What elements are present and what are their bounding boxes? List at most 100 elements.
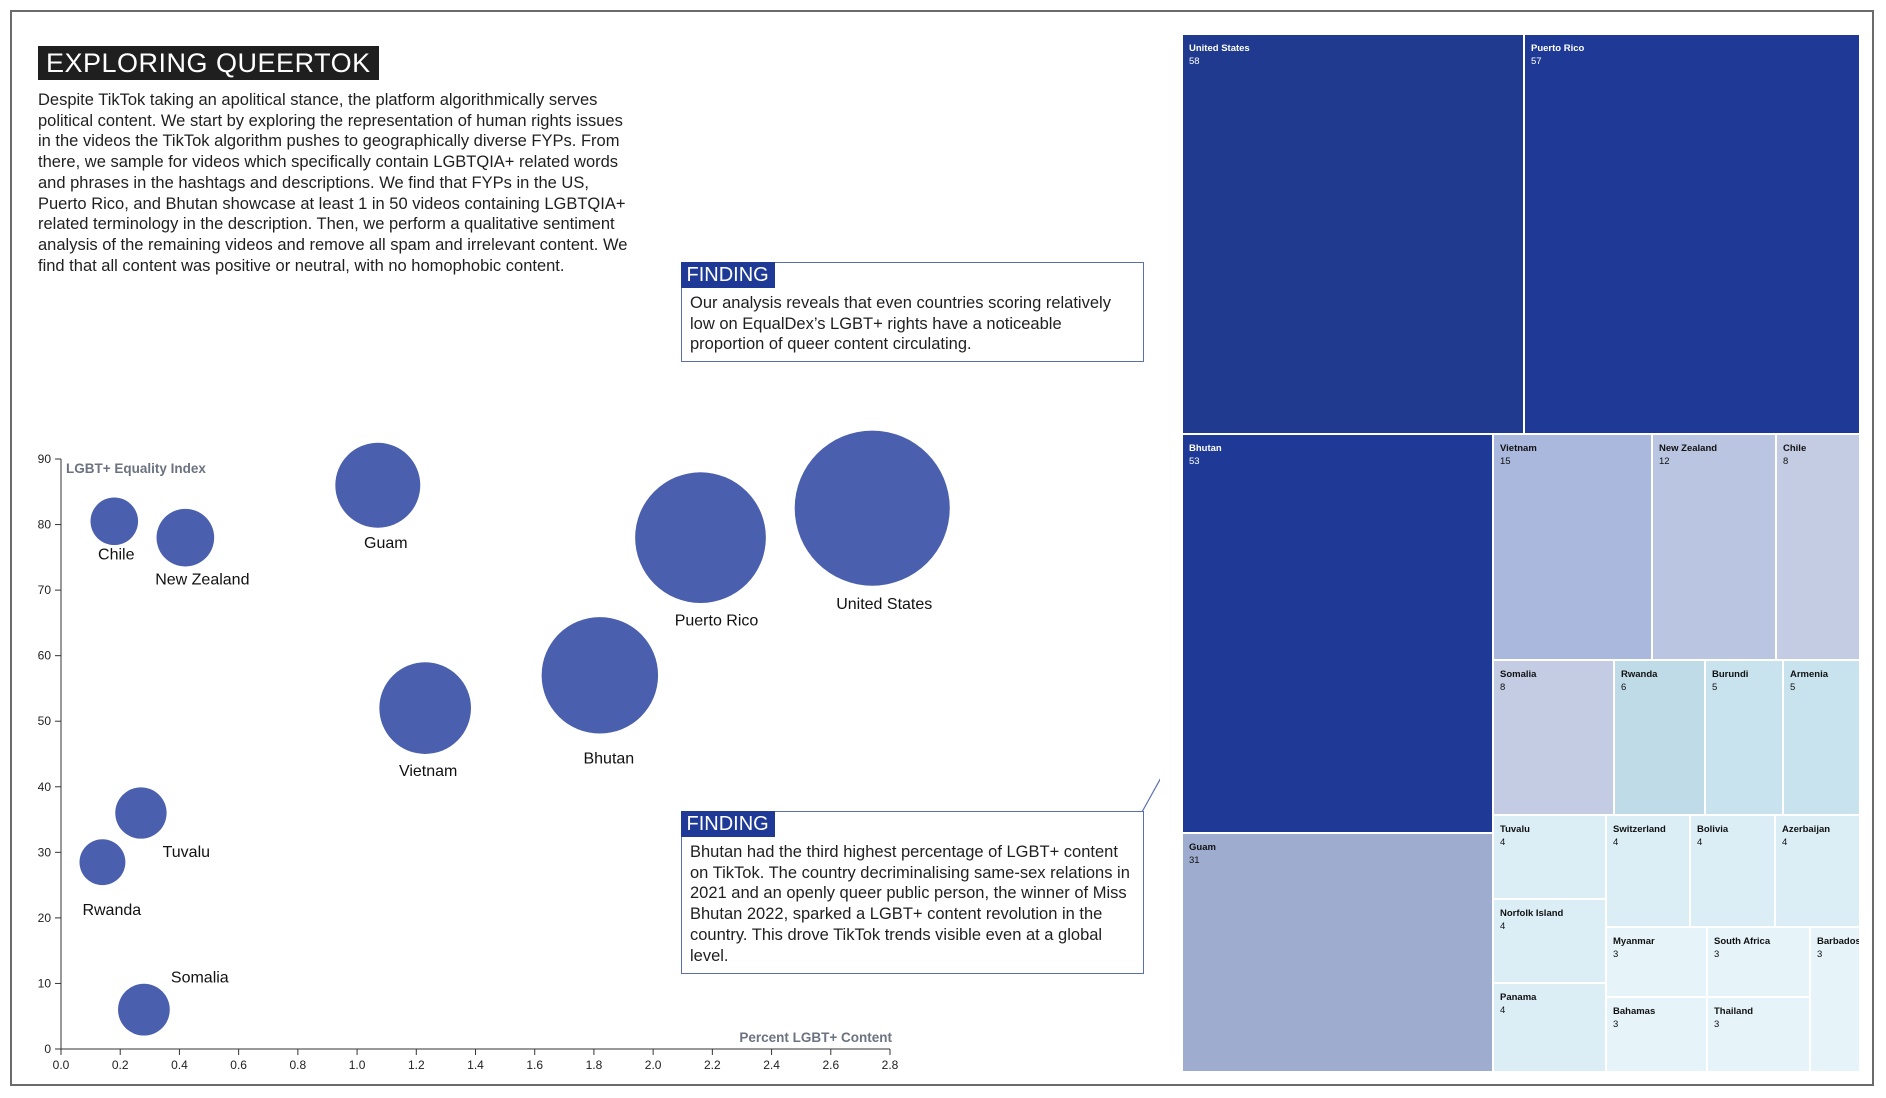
treemap-cell-label: Somalia bbox=[1500, 669, 1537, 680]
treemap-cell-label: Bhutan bbox=[1189, 443, 1222, 454]
treemap-cell-somalia[interactable]: Somalia 8 bbox=[1493, 660, 1614, 815]
treemap-cell-new-zealand[interactable]: New Zealand 12 bbox=[1652, 434, 1776, 660]
bubble-label-vietnam: Vietnam bbox=[399, 763, 457, 780]
treemap-cell-value: 4 bbox=[1500, 837, 1506, 848]
treemap-cell-label: Switzerland bbox=[1613, 824, 1666, 835]
intro-paragraph: Despite TikTok taking an apolitical stan… bbox=[38, 91, 628, 275]
treemap-cell-burundi[interactable]: Burundi 5 bbox=[1705, 660, 1783, 815]
treemap-cell-azerbaijan[interactable]: Azerbaijan 4 bbox=[1775, 815, 1860, 927]
treemap-cell-switzerland[interactable]: Switzerland 4 bbox=[1606, 815, 1690, 927]
treemap-cell-armenia[interactable]: Armenia 5 bbox=[1783, 660, 1860, 815]
bubble-label-puerto-rico: Puerto Rico bbox=[675, 613, 759, 630]
finding-tag: FINDING bbox=[680, 810, 775, 837]
treemap-cell-tuvalu[interactable]: Tuvalu 4 bbox=[1493, 815, 1606, 899]
bubble-tuvalu[interactable] bbox=[115, 787, 167, 839]
treemap-cell-value: 6 bbox=[1621, 682, 1627, 693]
treemap: United States 58 Puerto Rico 57 Bhutan 53 Guam… bbox=[1182, 34, 1860, 1072]
treemap-cell-puerto-rico[interactable]: Puerto Rico 57 bbox=[1524, 34, 1860, 434]
y-tick-label: 70 bbox=[38, 583, 52, 597]
treemap-cell-bahamas[interactable]: Bahamas 3 bbox=[1606, 997, 1707, 1072]
x-tick-label: 1.4 bbox=[467, 1058, 484, 1072]
x-tick-label: 2.2 bbox=[704, 1058, 721, 1072]
treemap-cell-vietnam[interactable]: Vietnam 15 bbox=[1493, 434, 1652, 660]
treemap-cell-myanmar[interactable]: Myanmar 3 bbox=[1606, 927, 1707, 997]
page-title: EXPLORING QUEERTOK bbox=[38, 46, 379, 80]
finding-text: Bhutan had the third highest percentage … bbox=[690, 843, 1130, 965]
finding-tag: FINDING bbox=[680, 261, 775, 288]
treemap-cell-label: Azerbaijan bbox=[1782, 824, 1831, 835]
y-tick-label: 30 bbox=[38, 845, 52, 859]
bubble-bhutan[interactable] bbox=[541, 617, 659, 734]
y-tick-label: 20 bbox=[38, 911, 52, 925]
bubble-guam[interactable] bbox=[335, 442, 421, 528]
treemap-cell-norfolk-island[interactable]: Norfolk Island 4 bbox=[1493, 899, 1606, 983]
y-tick-label: 40 bbox=[38, 780, 52, 794]
treemap-cell-thailand[interactable]: Thailand 3 bbox=[1707, 997, 1810, 1072]
treemap-cell-label: Rwanda bbox=[1621, 669, 1658, 680]
finding-box-1: FINDING Our analysis reveals that even c… bbox=[680, 261, 1144, 362]
bubble-somalia[interactable] bbox=[118, 983, 170, 1036]
treemap-cell-value: 4 bbox=[1697, 837, 1703, 848]
x-tick-label: 2.8 bbox=[882, 1058, 899, 1072]
x-tick-label: 2.4 bbox=[763, 1058, 780, 1072]
treemap-cell-label: Bolivia bbox=[1697, 824, 1729, 835]
y-tick-label: 90 bbox=[38, 452, 52, 466]
treemap-cell-south-africa[interactable]: South Africa 3 bbox=[1707, 927, 1810, 997]
treemap-cell-value: 3 bbox=[1613, 1019, 1619, 1030]
treemap-cell-value: 8 bbox=[1783, 456, 1789, 467]
bubble-label-rwanda: Rwanda bbox=[82, 902, 141, 919]
treemap-cell-label: South Africa bbox=[1714, 936, 1771, 947]
treemap-cell-label: Bahamas bbox=[1613, 1006, 1656, 1017]
treemap-cell-panama[interactable]: Panama 4 bbox=[1493, 983, 1606, 1072]
x-tick-label: 1.6 bbox=[526, 1058, 543, 1072]
treemap-cell-label: Norfolk Island bbox=[1500, 908, 1564, 919]
treemap-cell-value: 4 bbox=[1613, 837, 1619, 848]
treemap-cell-label: Thailand bbox=[1714, 1006, 1754, 1017]
treemap-cell-value: 57 bbox=[1531, 56, 1542, 67]
bubble-chile[interactable] bbox=[90, 497, 139, 546]
bubble-label-guam: Guam bbox=[364, 535, 408, 552]
bubble-label-chile: Chile bbox=[98, 546, 135, 563]
treemap-cell-value: 58 bbox=[1189, 56, 1200, 67]
x-tick-label: 0.6 bbox=[230, 1058, 247, 1072]
bubble-vietnam[interactable] bbox=[379, 662, 471, 754]
treemap-cell-chile[interactable]: Chile 8 bbox=[1776, 434, 1860, 660]
treemap-cell-rwanda[interactable]: Rwanda 6 bbox=[1614, 660, 1705, 815]
y-tick-label: 80 bbox=[38, 518, 52, 532]
x-tick-label: 1.2 bbox=[408, 1058, 425, 1072]
y-tick-label: 50 bbox=[38, 714, 52, 728]
treemap-cell-bhutan[interactable]: Bhutan 53 bbox=[1182, 434, 1493, 833]
bubble-rwanda[interactable] bbox=[79, 839, 126, 886]
bubble-united-states[interactable] bbox=[794, 430, 950, 586]
treemap-cell-value: 5 bbox=[1712, 682, 1718, 693]
treemap-cell-label: Vietnam bbox=[1500, 443, 1537, 454]
treemap-cell-label: Burundi bbox=[1712, 669, 1749, 680]
y-axis-title: LGBT+ Equality Index bbox=[66, 461, 206, 476]
treemap-cell-label: Myanmar bbox=[1613, 936, 1655, 947]
treemap-cell-bolivia[interactable]: Bolivia 4 bbox=[1690, 815, 1775, 927]
connector-line bbox=[1141, 778, 1160, 813]
treemap-cell-value: 3 bbox=[1714, 949, 1720, 960]
treemap-cell-value: 3 bbox=[1714, 1019, 1720, 1030]
x-tick-label: 0.8 bbox=[290, 1058, 307, 1072]
x-tick-label: 0.4 bbox=[171, 1058, 188, 1072]
treemap-cell-value: 3 bbox=[1613, 949, 1619, 960]
bubble-puerto-rico[interactable] bbox=[635, 472, 766, 604]
treemap-cell-barbados[interactable]: Barbados 3 bbox=[1810, 927, 1860, 1072]
x-tick-label: 0.0 bbox=[53, 1058, 70, 1072]
x-tick-label: 1.8 bbox=[586, 1058, 603, 1072]
finding-text: Our analysis reveals that even countries… bbox=[690, 294, 1111, 354]
treemap-cell-label: Puerto Rico bbox=[1531, 43, 1585, 54]
treemap-cell-value: 53 bbox=[1189, 456, 1200, 467]
treemap-cell-united-states[interactable]: United States 58 bbox=[1182, 34, 1524, 434]
treemap-cell-label: Panama bbox=[1500, 992, 1537, 1003]
bubble-new-zealand[interactable] bbox=[156, 508, 215, 567]
bubble-label-bhutan: Bhutan bbox=[583, 750, 634, 767]
treemap-cell-label: Tuvalu bbox=[1500, 824, 1530, 835]
treemap-cell-guam[interactable]: Guam 31 bbox=[1182, 833, 1493, 1072]
treemap-cell-value: 4 bbox=[1500, 921, 1506, 932]
x-axis-title: Percent LGBT+ Content bbox=[739, 1030, 892, 1045]
treemap-cell-value: 4 bbox=[1500, 1005, 1506, 1016]
bubble-chart: 0.0 0.2 0.4 0.6 0.8 1.0 1.2 1.4 1.6 1.8 2.0 2.2 2.4 2… bbox=[38, 430, 1160, 1072]
y-tick-label: 60 bbox=[38, 649, 52, 663]
